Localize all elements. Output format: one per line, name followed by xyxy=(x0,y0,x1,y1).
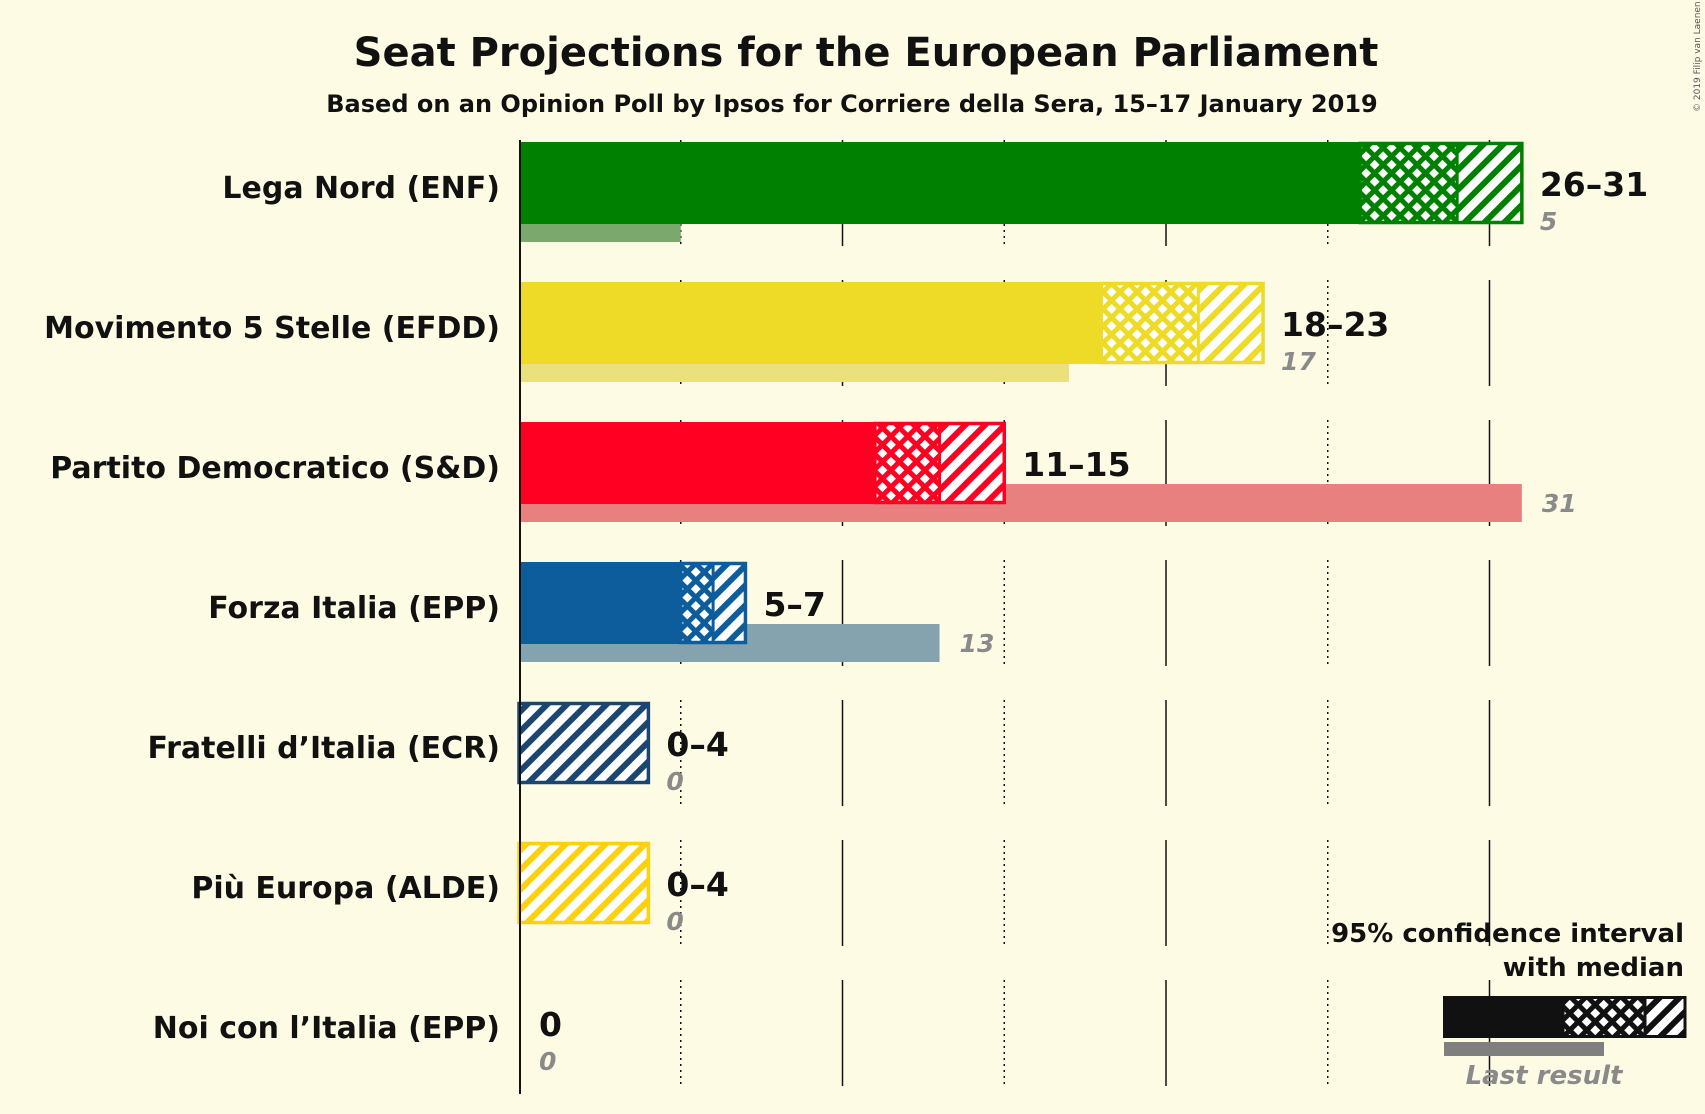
party-label-noi-con-l-italia-epp: Noi con l’Italia (EPP) xyxy=(153,1011,500,1046)
legend-last-result-bar xyxy=(1444,1042,1604,1056)
chart-title: Seat Projections for the European Parlia… xyxy=(354,30,1379,76)
range-label-movimento-5-stelle-efdd: 18–23 xyxy=(1281,305,1389,344)
legend-upper-interval xyxy=(1645,996,1685,1038)
range-label-pi-europa-alde: 0–4 xyxy=(666,865,728,904)
last-result-label-partito-democratico-s-d: 31 xyxy=(1542,489,1577,518)
upper-interval-lega-nord-enf xyxy=(1457,142,1522,224)
bars: Lega Nord (ENF) 26–31 5 Movimento 5 Stelle … xyxy=(44,141,1648,1076)
legend-last-result-label: Last result xyxy=(1466,1061,1624,1091)
chart-subtitle: Based on an Opinion Poll by Ipsos for Co… xyxy=(326,90,1377,118)
last-result-label-pi-europa-alde: 0 xyxy=(666,907,683,936)
legend-solid-bar xyxy=(1443,996,1563,1038)
solid-bar-partito-democratico-s-d xyxy=(519,422,875,504)
legend-median-interval xyxy=(1563,996,1645,1038)
legend-line-1: 95% confidence interval xyxy=(1331,919,1684,949)
last-result-label-fratelli-d-italia-ecr: 0 xyxy=(666,767,683,796)
interval-outline-movimento-5-stelle-efdd xyxy=(1099,281,1265,365)
legend-line-2: with median xyxy=(1503,953,1684,983)
party-row-lega-nord-enf: Lega Nord (ENF) 26–31 5 xyxy=(222,141,1648,242)
party-label-forza-italia-epp: Forza Italia (EPP) xyxy=(208,591,500,626)
party-label-fratelli-d-italia-ecr: Fratelli d’Italia (ECR) xyxy=(148,731,501,766)
median-interval-movimento-5-stelle-efdd xyxy=(1101,282,1199,364)
party-label-partito-democratico-s-d: Partito Democratico (S&D) xyxy=(50,451,500,486)
range-label-lega-nord-enf: 26–31 xyxy=(1540,165,1648,204)
range-label-fratelli-d-italia-ecr: 0–4 xyxy=(666,725,728,764)
upper-interval-forza-italia-epp xyxy=(713,562,746,644)
range-label-forza-italia-epp: 5–7 xyxy=(763,585,825,624)
last-result-label-forza-italia-epp: 13 xyxy=(960,629,995,658)
party-row-pi-europa-alde: Più Europa (ALDE) 0–4 0 xyxy=(191,841,729,936)
median-interval-lega-nord-enf xyxy=(1360,142,1458,224)
party-label-pi-europa-alde: Più Europa (ALDE) xyxy=(191,871,500,906)
party-row-fratelli-d-italia-ecr: Fratelli d’Italia (ECR) 0–4 0 xyxy=(148,701,729,796)
last-result-label-movimento-5-stelle-efdd: 17 xyxy=(1281,347,1316,376)
party-row-noi-con-l-italia-epp: Noi con l’Italia (EPP) 0 0 xyxy=(153,1005,562,1076)
median-interval-partito-democratico-s-d xyxy=(874,422,940,504)
legend: 95% confidence interval with median Last… xyxy=(1331,919,1687,1091)
last-result-label-noi-con-l-italia-epp: 0 xyxy=(539,1047,556,1076)
upper-interval-pi-europa-alde xyxy=(519,842,649,924)
legend-interval-outline xyxy=(1561,996,1687,1038)
range-label-noi-con-l-italia-epp: 0 xyxy=(539,1005,562,1044)
gridlines xyxy=(680,140,1491,1086)
range-label-partito-democratico-s-d: 11–15 xyxy=(1022,445,1130,484)
party-row-forza-italia-epp: Forza Italia (EPP) 5–7 13 xyxy=(208,561,995,662)
party-row-movimento-5-stelle-efdd: Movimento 5 Stelle (EFDD) 18–23 17 xyxy=(44,281,1389,382)
upper-interval-partito-democratico-s-d xyxy=(939,422,1005,504)
solid-bar-forza-italia-epp xyxy=(519,562,681,644)
party-row-partito-democratico-s-d: Partito Democratico (S&D) 11–15 31 xyxy=(50,421,1577,522)
last-result-label-lega-nord-enf: 5 xyxy=(1540,207,1557,236)
party-label-lega-nord-enf: Lega Nord (ENF) xyxy=(222,171,500,206)
upper-interval-movimento-5-stelle-efdd xyxy=(1198,282,1264,364)
interval-outline-lega-nord-enf xyxy=(1358,141,1524,225)
solid-bar-lega-nord-enf xyxy=(519,142,1361,224)
upper-interval-fratelli-d-italia-ecr xyxy=(519,702,649,784)
median-interval-forza-italia-epp xyxy=(680,562,714,644)
solid-bar-movimento-5-stelle-efdd xyxy=(519,282,1102,364)
party-label-movimento-5-stelle-efdd: Movimento 5 Stelle (EFDD) xyxy=(44,311,500,346)
copyright-note: © 2019 Filip van Laenen xyxy=(1693,1,1703,112)
